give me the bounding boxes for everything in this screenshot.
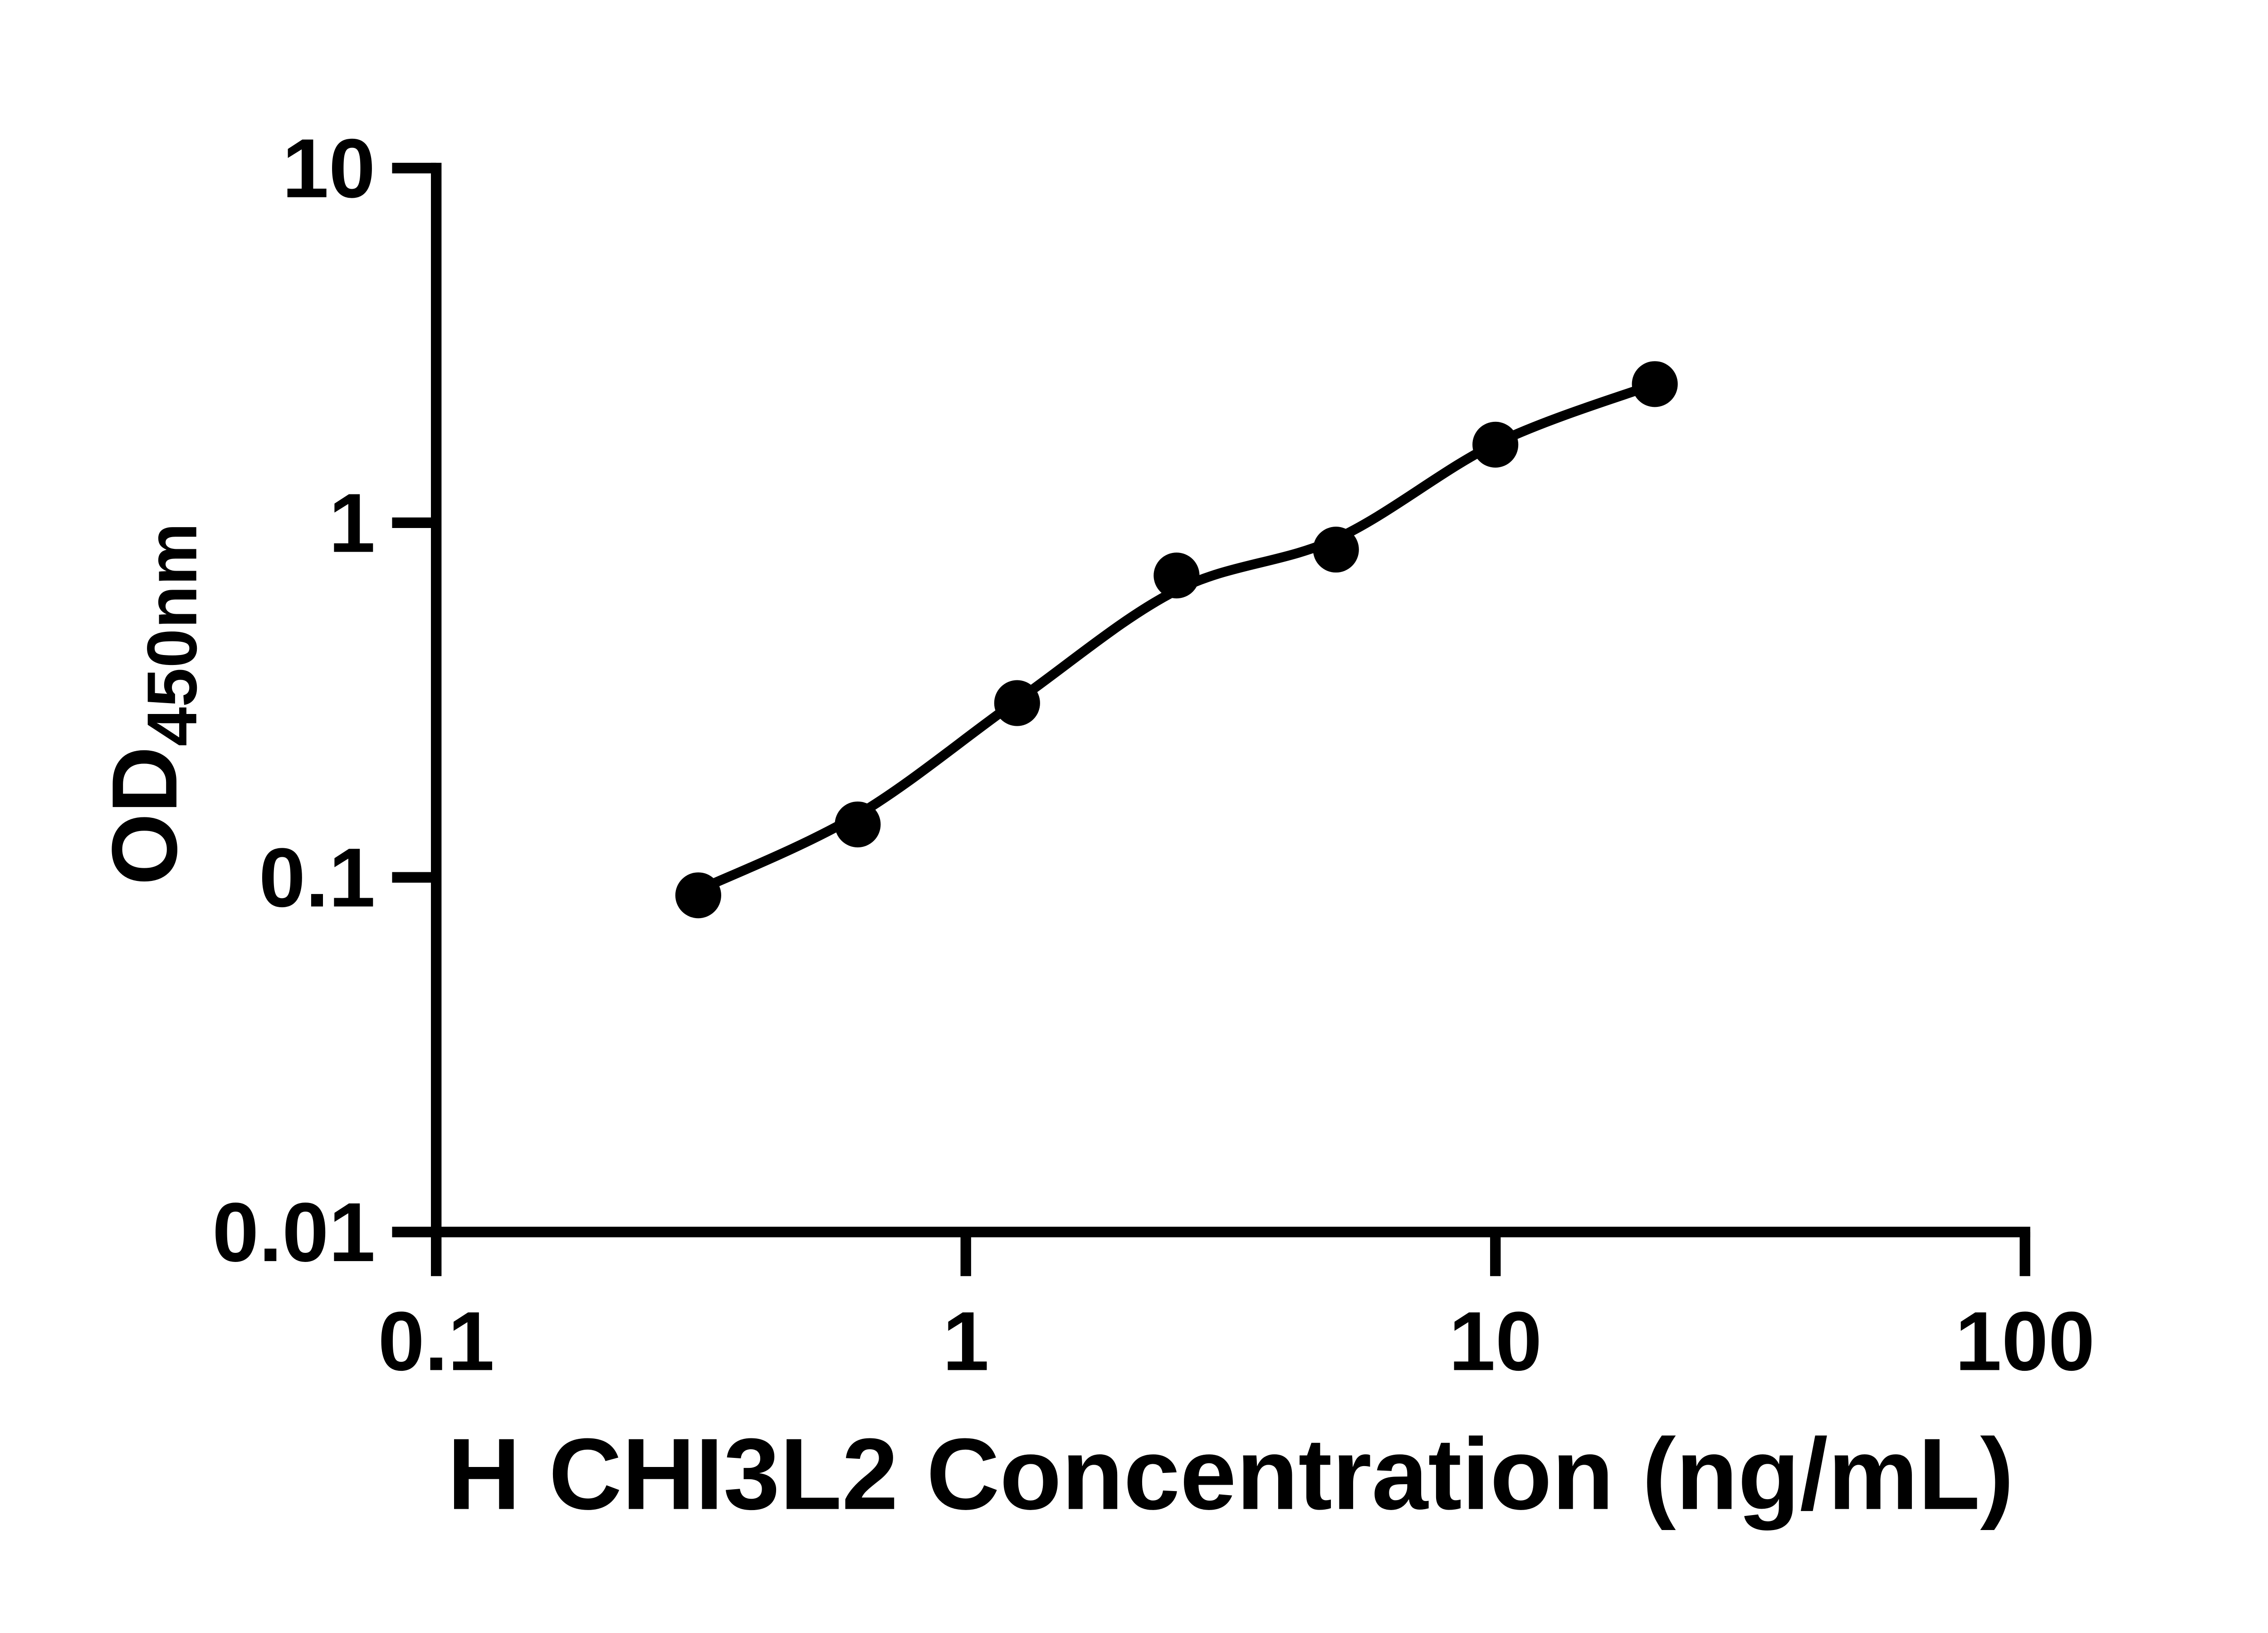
data-point bbox=[675, 872, 721, 919]
x-tick-label: 10 bbox=[1449, 1295, 1542, 1388]
y-axis-tick-labels: 0.01 0.1 1 10 bbox=[212, 122, 376, 1279]
data-point bbox=[1313, 527, 1359, 573]
x-tick-label: 0.1 bbox=[378, 1295, 494, 1388]
y-axis-title-subscript: 450nm bbox=[132, 523, 211, 746]
x-axis-tick-labels: 0.1 1 10 100 bbox=[378, 1295, 2095, 1388]
x-axis-title: H CHI3L2 Concentration (ng/mL) bbox=[447, 1418, 2014, 1531]
data-point bbox=[835, 801, 881, 848]
data-point bbox=[994, 680, 1040, 726]
x-axis-ticks bbox=[431, 1232, 2030, 1276]
y-axis-title: OD450nm bbox=[93, 523, 211, 885]
y-tick-label: 10 bbox=[282, 122, 376, 215]
data-point bbox=[1472, 421, 1519, 468]
data-point bbox=[1154, 552, 1200, 599]
y-axis-title-main: OD bbox=[93, 746, 196, 885]
y-tick-label: 1 bbox=[329, 477, 376, 570]
x-tick-label: 1 bbox=[943, 1295, 989, 1388]
y-axis-ticks bbox=[392, 162, 436, 1237]
x-tick-label: 100 bbox=[1955, 1295, 2095, 1388]
data-point bbox=[1632, 361, 1678, 407]
y-tick-label: 0.01 bbox=[212, 1186, 376, 1279]
y-tick-label: 0.1 bbox=[259, 831, 376, 924]
data-points bbox=[675, 361, 1678, 919]
axis-lines bbox=[431, 162, 2030, 1237]
